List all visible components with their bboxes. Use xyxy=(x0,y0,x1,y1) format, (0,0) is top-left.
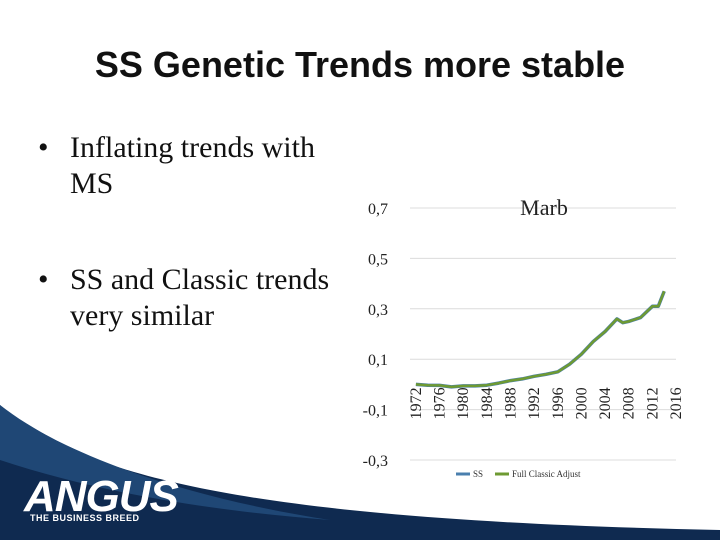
bullet-dot: • xyxy=(38,263,49,296)
y-tick-label: 0,7 xyxy=(368,201,388,218)
bullet-item: • Inflating trends with MS xyxy=(38,130,340,202)
footer-wave-mid xyxy=(0,405,330,520)
chart-title: Marb xyxy=(520,195,568,220)
legend: SS Full Classic Adjust xyxy=(456,469,581,479)
x-tick-label: 1972 xyxy=(408,387,425,419)
x-tick-label: 2012 xyxy=(644,387,661,419)
y-tick-label: -0,3 xyxy=(363,453,388,470)
grid-lines xyxy=(410,207,676,461)
x-tick-label: 1996 xyxy=(550,387,567,419)
x-tick-label: 2016 xyxy=(668,387,685,419)
footer-wave-line xyxy=(0,401,720,529)
legend-label-classic: Full Classic Adjust xyxy=(512,469,581,479)
x-tick-label: 1984 xyxy=(479,387,496,419)
series-line-ss xyxy=(415,290,666,389)
bullet-text: SS and Classic trends very similar xyxy=(70,263,330,332)
angus-logo: ANGUS xyxy=(24,472,179,521)
y-tick-label: -0,1 xyxy=(363,403,388,420)
y-tick-label: 0,1 xyxy=(368,352,388,369)
slide-title: SS Genetic Trends more stable xyxy=(94,44,626,85)
legend-label-ss: SS xyxy=(473,469,483,479)
footer-wave xyxy=(0,401,720,540)
x-tick-label: 1976 xyxy=(432,387,449,419)
x-tick-label: 2008 xyxy=(621,387,638,419)
y-ticks: 0,7 0,5 0,3 0,1 -0,1 -0,3 xyxy=(363,201,388,470)
series-line-classic xyxy=(415,290,666,389)
bullet-text: Inflating trends with MS xyxy=(70,131,315,200)
bullet-dot: • xyxy=(38,131,49,164)
y-tick-label: 0,5 xyxy=(368,251,388,268)
x-tick-label: 1988 xyxy=(502,387,519,419)
footer-wave-dark xyxy=(0,405,720,540)
bullet-item: • SS and Classic trends very similar xyxy=(38,262,340,334)
x-ticks: 1972 1976 1980 1984 1988 1992 1996 2000 2004 2008… xyxy=(408,387,685,419)
marb-chart: 0,7 0,5 0,3 0,1 -0,1 -0,3 1972 1976 1980 1984 198… xyxy=(363,195,685,479)
x-tick-label: 1980 xyxy=(455,387,472,419)
angus-logo-tagline: THE BUSINESS BREED xyxy=(30,513,140,523)
series-lines xyxy=(415,290,666,389)
x-tick-label: 1992 xyxy=(526,387,543,419)
x-tick-label: 2004 xyxy=(597,387,614,419)
y-tick-label: 0,3 xyxy=(368,302,388,319)
x-tick-label: 2000 xyxy=(573,387,590,419)
